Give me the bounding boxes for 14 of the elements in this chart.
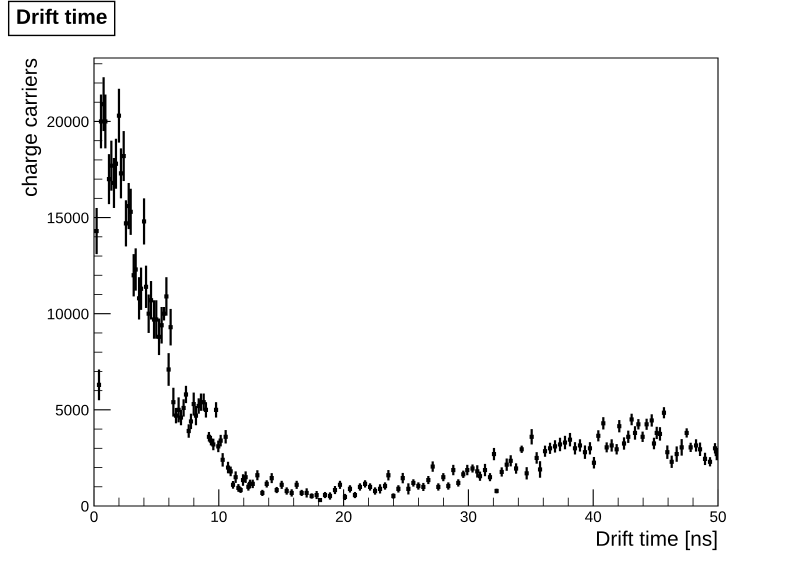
x-tick-label: 0 xyxy=(90,511,98,522)
x-tick-label: 40 xyxy=(585,511,602,522)
x-tick-label: 30 xyxy=(460,511,476,522)
y-tick-label: 20000 xyxy=(47,116,89,128)
x-tick-label: 10 xyxy=(211,511,227,522)
x-tick-label: 20 xyxy=(336,511,352,522)
y-axis-title: charge carriers xyxy=(22,58,42,196)
y-tick-label: 10000 xyxy=(48,308,89,320)
chart-title: Drift time xyxy=(17,8,107,24)
y-tick-label: 0 xyxy=(81,500,89,512)
y-tick-label: 5000 xyxy=(56,404,89,416)
x-tick-label: 50 xyxy=(710,511,726,522)
x-axis-title: Drift time [ns] xyxy=(597,530,717,550)
y-tick-label: 15000 xyxy=(48,212,89,224)
